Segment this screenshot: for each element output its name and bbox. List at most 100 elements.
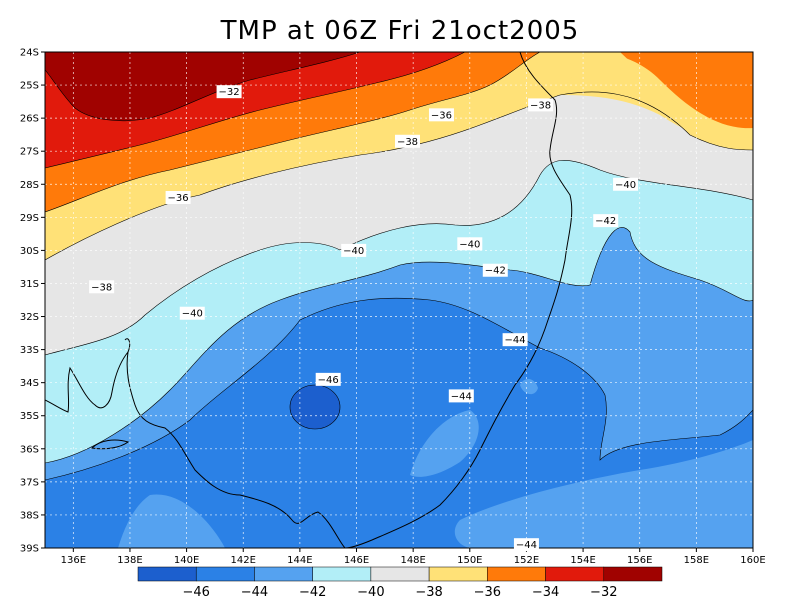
lon-tick-label: 150E xyxy=(457,555,482,566)
lon-tick-label: 140E xyxy=(174,555,199,566)
lat-tick-label: 37S xyxy=(20,477,39,488)
lon-tick-label: 154E xyxy=(570,555,595,566)
lat-tick-label: 38S xyxy=(20,510,39,521)
contour-label: −32 xyxy=(219,87,240,98)
contour-label: −40 xyxy=(343,246,364,257)
map-frame xyxy=(44,51,754,549)
contour-label: −46 xyxy=(318,375,339,386)
contour-label-bg xyxy=(216,85,242,99)
contour-label: −40 xyxy=(459,239,480,250)
coastline-south xyxy=(45,350,346,548)
colorbar: −46 −44 −42 −40 −38 −36 −34 −32 xyxy=(137,566,663,600)
colorbar-swatch xyxy=(428,566,488,582)
band-cold-44-east xyxy=(410,410,479,477)
contour-label-bg xyxy=(179,306,205,320)
contour-label: −40 xyxy=(615,180,636,191)
contour-label: −44 xyxy=(505,335,526,346)
contour-label-bg xyxy=(613,177,639,191)
lon-tick-label: 144E xyxy=(287,555,312,566)
colorbar-label: −40 xyxy=(357,585,384,600)
lon-tick-label: 142E xyxy=(231,555,256,566)
colorbar-swatch xyxy=(137,566,197,582)
colorbar-swatch xyxy=(370,566,430,582)
lat-tick-label: 27S xyxy=(20,147,39,158)
contour-line-44 xyxy=(45,297,753,481)
band-ge32 xyxy=(45,52,360,121)
contour-label: −42 xyxy=(595,216,616,227)
contour-line-32 xyxy=(45,52,361,122)
contour-label: −38 xyxy=(91,282,112,293)
lat-tick-label: 39S xyxy=(20,544,39,555)
contour-label: −40 xyxy=(182,309,203,320)
contour-label: −36 xyxy=(168,193,189,204)
lon-tick-label: 152E xyxy=(514,555,539,566)
lon-tick-label: 136E xyxy=(61,555,86,566)
contour-line-34 xyxy=(45,52,466,169)
lat-tick-label: 29S xyxy=(20,213,39,224)
lat-tick-label: 34S xyxy=(20,378,39,389)
lat-tick-label: 36S xyxy=(20,444,39,455)
colorbar-swatch xyxy=(487,566,546,582)
contour-label-bg xyxy=(513,538,539,552)
lon-tick-label: 146E xyxy=(344,555,369,566)
map-title: TMP at 06Z Fri 21oct2005 xyxy=(220,16,580,46)
contour-label-bg xyxy=(394,134,420,148)
coastline-island xyxy=(90,439,130,450)
contour-line-36 xyxy=(45,52,541,213)
band-cold-44 xyxy=(454,440,753,548)
contour-label: −42 xyxy=(485,266,506,277)
contour-label-bg xyxy=(482,263,508,277)
coastline-gulf xyxy=(124,338,131,353)
contour-label-bg xyxy=(457,237,483,251)
lon-tick-label: 160E xyxy=(740,555,765,566)
contour-label: −38 xyxy=(397,137,418,148)
band-cold-44-low xyxy=(118,494,225,548)
contour-label: −38 xyxy=(530,100,551,111)
band-46-cold xyxy=(520,378,538,395)
coastline-east xyxy=(344,52,573,548)
colorbar-swatch xyxy=(603,566,663,582)
lat-tick-label: 32S xyxy=(20,312,39,323)
lon-tick-label: 138E xyxy=(117,555,142,566)
contour-label-bg xyxy=(528,98,554,112)
lon-tick-label: 148E xyxy=(400,555,425,566)
band-38-36-east xyxy=(560,52,753,150)
contour-line-46 xyxy=(289,384,341,430)
lon-tick-label: 156E xyxy=(627,555,652,566)
colorbar-label: −46 xyxy=(183,585,210,600)
colorbar-label: −38 xyxy=(415,585,442,600)
lon-tick-label: 158E xyxy=(684,555,709,566)
contour-label: −44 xyxy=(451,391,472,402)
band-le46 xyxy=(290,385,340,429)
contour-label-bg xyxy=(502,333,528,347)
colorbar-label: −42 xyxy=(299,585,326,600)
colorbar-swatch xyxy=(312,566,372,582)
contour-label-bg xyxy=(89,280,115,294)
contour-label-bg xyxy=(593,214,619,228)
colorbar-label: −44 xyxy=(241,585,268,600)
lat-tick-label: 25S xyxy=(20,81,39,92)
contour-line-42 xyxy=(45,227,753,464)
lat-tick-label: 35S xyxy=(20,411,39,422)
colorbar-label: −32 xyxy=(590,585,617,600)
contour-label-bg xyxy=(315,372,341,386)
colorbar-label: −36 xyxy=(474,585,501,600)
contour-label-bg xyxy=(448,389,474,403)
colorbar-swatch xyxy=(545,566,605,582)
lat-tick-label: 26S xyxy=(20,114,39,125)
contour-label-bg xyxy=(341,243,367,257)
lat-tick-label: 30S xyxy=(20,246,39,257)
colorbar-swatch xyxy=(254,566,313,582)
lat-tick-label: 24S xyxy=(20,48,39,59)
contour-label: −44 xyxy=(516,540,537,551)
lat-tick-label: 31S xyxy=(20,279,39,290)
contour-label-bg xyxy=(428,108,454,122)
contour-line-40 xyxy=(45,160,753,356)
contour-label: −36 xyxy=(431,110,452,121)
lat-tick-label: 28S xyxy=(20,180,39,191)
lat-tick-label: 33S xyxy=(20,345,39,356)
colorbar-swatch xyxy=(195,566,255,582)
contour-label-bg xyxy=(165,190,191,204)
colorbar-label: −34 xyxy=(532,585,559,600)
